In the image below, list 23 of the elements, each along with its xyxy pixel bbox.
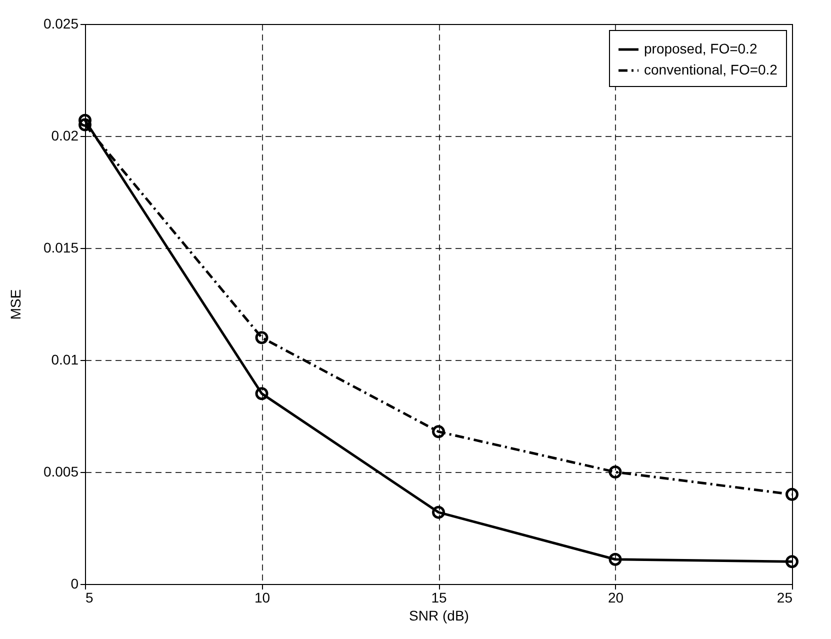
- x-tick-label: 25: [776, 590, 793, 606]
- point: [608, 466, 622, 478]
- point: [432, 506, 445, 519]
- x-tick-label: 10: [254, 590, 270, 606]
- point: [255, 331, 268, 344]
- point: [786, 555, 798, 568]
- point: [608, 552, 622, 566]
- y-tick-label: 0.02: [51, 128, 79, 144]
- y-tick-label: 0.015: [43, 240, 79, 256]
- y-axis-title: MSE: [7, 289, 24, 320]
- x-axis-title: SNR (dB): [409, 608, 469, 624]
- y-tick-label: 0: [70, 576, 79, 592]
- y-tick-label: 0.01: [51, 352, 79, 368]
- y-tick-label: 0.005: [43, 464, 79, 480]
- y-tick-label: 0.025: [43, 16, 79, 32]
- x-tick-label: 5: [86, 590, 94, 606]
- x-tick-label: 15: [431, 590, 447, 606]
- point: [786, 488, 798, 501]
- legend-label: conventional, FO=0.2: [644, 62, 778, 78]
- point: [432, 425, 445, 438]
- point: [255, 387, 268, 400]
- x-tick-label: 20: [608, 590, 624, 606]
- legend-label: proposed, FO=0.2: [644, 40, 758, 56]
